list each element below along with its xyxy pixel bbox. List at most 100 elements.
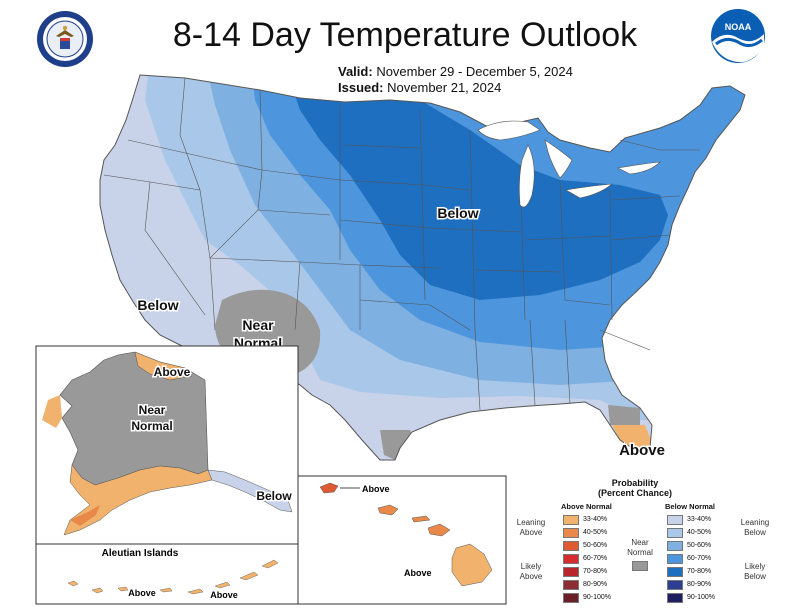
aleutian-title: Aleutian Islands	[102, 548, 179, 559]
legend-above-row: 80-90%	[563, 579, 607, 590]
legend-below-swatch	[667, 553, 683, 564]
noaa-logo-icon: NOAA	[711, 9, 765, 63]
legend-leaning-below: Leaning Below	[731, 518, 779, 538]
legend-above-label: 40-50%	[583, 529, 608, 536]
legend-near-normal-1: Near	[631, 538, 649, 547]
page-title: 8-14 Day Temperature Outlook	[172, 16, 638, 54]
noaa-logo-text: NOAA	[725, 22, 752, 32]
legend-below-label: 50-60%	[687, 542, 712, 549]
legend-below-row: 33-40%	[667, 514, 711, 525]
alaska-near-normal-label-2: Normal	[131, 419, 172, 433]
legend-below-label: 90-100%	[687, 594, 716, 601]
alaska-below-label: Below	[256, 489, 292, 503]
hawaii-oahu	[377, 504, 399, 516]
legend-leaning-below-2: Below	[744, 528, 766, 537]
legend-likely-below: Likely Below	[731, 562, 779, 582]
legend-above-label: 50-60%	[583, 542, 608, 549]
issued-label: Issued:	[338, 80, 384, 95]
legend-below-swatch	[667, 527, 683, 538]
legend-title: Probability (Percent Chance)	[505, 478, 765, 498]
aleutian-above-label-2: Above	[210, 590, 238, 600]
legend-leaning-above-2: Above	[519, 528, 543, 537]
legend-below-swatch	[667, 540, 683, 551]
conus-below-east-label: Below	[437, 205, 478, 221]
legend-below-row: 70-80%	[667, 566, 711, 577]
legend-above-swatch	[563, 514, 579, 525]
legend-above-swatch	[563, 592, 579, 603]
aleutian-above-label-1: Above	[128, 588, 156, 598]
department-of-commerce-seal-icon	[37, 11, 93, 67]
legend-below-label: 70-80%	[687, 568, 712, 575]
legend-above-swatch	[563, 527, 579, 538]
legend-above-row: 50-60%	[563, 540, 607, 551]
legend-above-label: 90-100%	[583, 594, 612, 601]
legend-below-row: 50-60%	[667, 540, 711, 551]
legend-below-label: 33-40%	[687, 516, 712, 523]
legend-below-row: 80-90%	[667, 579, 711, 590]
alaska-above-north-label: Above	[154, 365, 191, 379]
legend-above-swatch	[563, 566, 579, 577]
alaska-west-coast-above-area	[42, 395, 62, 428]
florida-above-area	[612, 425, 655, 452]
legend-near-normal-swatch	[632, 561, 648, 571]
hawaii-above-label-2: Above	[404, 568, 432, 578]
date-block: Valid: November 29 - December 5, 2024 Is…	[338, 64, 573, 96]
legend-leaning-above: Leaning Above	[507, 518, 555, 538]
legend-above-label: 80-90%	[583, 581, 608, 588]
legend-above-swatch	[563, 553, 579, 564]
legend-below-row: 60-70%	[667, 553, 711, 564]
legend-below-swatch	[667, 592, 683, 603]
legend-below-swatch	[667, 514, 683, 525]
alaska-north-above-area	[134, 351, 193, 381]
legend-below-header: Below Normal	[665, 502, 716, 511]
legend-below-swatch	[667, 579, 683, 590]
legend-above-swatch	[563, 579, 579, 590]
legend-above-label: 33-40%	[583, 516, 608, 523]
legend-likely-below-1: Likely	[744, 562, 766, 571]
legend-title-line-1: Probability	[611, 478, 659, 488]
legend-likely-above-2: Above	[519, 572, 543, 581]
florida-above-label: Above	[619, 442, 665, 459]
legend-above-row: 40-50%	[563, 527, 607, 538]
legend-above-label: 60-70%	[583, 555, 608, 562]
legend-above-row: 70-80%	[563, 566, 607, 577]
legend-above-swatch	[563, 540, 579, 551]
valid-label: Valid:	[338, 64, 373, 79]
legend-below-row: 90-100%	[667, 592, 715, 603]
probability-legend: Probability (Percent Chance) Above Norma…	[505, 478, 805, 608]
hawaii-inset: Above Above	[297, 475, 507, 605]
hawaii-molokai	[411, 515, 431, 523]
florida-near-normal-area	[608, 405, 640, 425]
legend-below-label: 60-70%	[687, 555, 712, 562]
hawaii-kauai	[319, 482, 339, 494]
alaska-southwest-above-area	[63, 464, 213, 536]
legend-below-row: 40-50%	[667, 527, 711, 538]
valid-range: November 29 - December 5, 2024	[376, 64, 573, 79]
legend-above-header: Above Normal	[561, 502, 612, 511]
aleutian-inset: Aleutian Islands Above Above	[35, 543, 299, 605]
hawaii-maui	[427, 523, 451, 537]
legend-above-label: 70-80%	[583, 568, 608, 575]
legend-below-swatch	[667, 566, 683, 577]
legend-likely-below-2: Below	[744, 572, 766, 581]
great-lakes	[477, 120, 661, 208]
alaska-inset: Above Near Normal Below	[35, 345, 299, 545]
legend-leaning-below-1: Leaning	[740, 518, 770, 527]
hawaii-big-island	[451, 543, 493, 587]
legend-leaning-above-1: Leaning	[516, 518, 546, 527]
alaska-peninsula-above-40-area	[70, 505, 100, 526]
alaska-near-normal-label-1: Near	[139, 403, 166, 417]
legend-likely-above: Likely Above	[507, 562, 555, 582]
legend-above-row: 60-70%	[563, 553, 607, 564]
legend-below-label: 80-90%	[687, 581, 712, 588]
legend-near-normal: Near Normal	[623, 538, 657, 571]
legend-above-row: 33-40%	[563, 514, 607, 525]
conus-near-normal-label-1: Near	[242, 317, 274, 333]
aleutian-island-chain	[67, 559, 279, 595]
legend-likely-above-1: Likely	[520, 562, 542, 571]
band-below-70-80	[290, 80, 668, 300]
hawaii-above-label-1: Above	[362, 484, 390, 494]
issued-date: November 21, 2024	[387, 80, 502, 95]
legend-below-label: 40-50%	[687, 529, 712, 536]
